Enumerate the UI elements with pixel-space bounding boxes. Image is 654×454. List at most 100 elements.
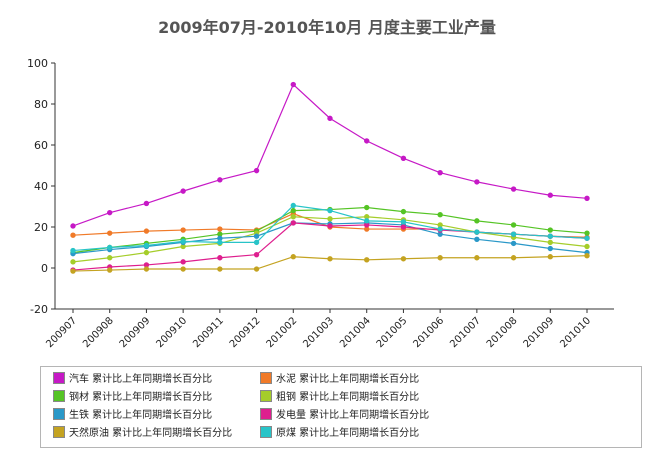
legend-item: 粗钢 累计比上年同期增长百分比 xyxy=(260,390,419,406)
data-point xyxy=(253,251,260,258)
data-point xyxy=(474,218,480,224)
data-point xyxy=(474,229,480,235)
data-point xyxy=(217,226,223,232)
data-point xyxy=(143,200,150,207)
data-point xyxy=(327,115,333,122)
x-tick-label: 201008 xyxy=(485,315,520,350)
legend-swatch xyxy=(260,408,272,420)
x-tick-label: 201003 xyxy=(301,315,336,350)
data-point xyxy=(510,240,517,247)
legend-label: 水泥 累计比上年同期增长百分比 xyxy=(276,374,420,385)
data-point xyxy=(474,236,480,243)
data-point xyxy=(510,255,517,261)
data-point xyxy=(143,228,150,234)
x-tick-label: 201004 xyxy=(338,315,373,350)
data-point xyxy=(547,227,553,233)
y-tick-label: 20 xyxy=(34,221,48,234)
data-point xyxy=(584,230,590,236)
data-point xyxy=(364,204,370,211)
legend-item: 发电量 累计比上年同期增长百分比 xyxy=(260,408,429,424)
data-point xyxy=(143,266,150,272)
x-tick-label: 201009 xyxy=(522,315,557,350)
legend-label: 生铁 累计比上年同期增长百分比 xyxy=(69,410,213,421)
data-point xyxy=(107,230,113,236)
legend: 汽车 累计比上年同期增长百分比 水泥 累计比上年同期增长百分比钢材 累计比上年同期… xyxy=(40,366,642,448)
legend-item: 汽车 累计比上年同期增长百分比 xyxy=(53,372,212,388)
x-tick-label: 200911 xyxy=(191,315,226,350)
legend-item: 原煤 累计比上年同期增长百分比 xyxy=(260,426,419,442)
data-point xyxy=(70,247,76,254)
data-point xyxy=(400,256,407,262)
series-line xyxy=(72,83,588,227)
data-point xyxy=(510,231,517,237)
data-point xyxy=(70,259,76,265)
data-point xyxy=(474,179,480,185)
data-point xyxy=(547,233,553,239)
data-point xyxy=(290,202,296,209)
data-point xyxy=(437,255,443,261)
data-point xyxy=(107,267,113,273)
data-point xyxy=(327,256,333,262)
legend-swatch xyxy=(53,408,65,420)
legend-label: 钢材 累计比上年同期增长百分比 xyxy=(69,392,213,403)
x-tick-label: 200908 xyxy=(81,315,116,350)
legend-swatch xyxy=(53,426,65,438)
data-point xyxy=(584,253,590,259)
x-tick-label: 201002 xyxy=(265,315,300,350)
data-point xyxy=(217,239,223,246)
data-point xyxy=(584,235,590,241)
data-point xyxy=(327,207,333,214)
legend-swatch xyxy=(53,390,65,402)
x-tick-label: 201005 xyxy=(375,315,410,350)
legend-label: 汽车 累计比上年同期增长百分比 xyxy=(69,374,213,385)
data-point xyxy=(290,207,296,214)
legend-label: 发电量 累计比上年同期增长百分比 xyxy=(276,410,430,421)
legend-swatch xyxy=(260,426,272,438)
data-point xyxy=(253,266,260,272)
data-point xyxy=(290,214,296,220)
data-point xyxy=(253,167,260,174)
data-point xyxy=(364,257,370,263)
x-tick-label: 200912 xyxy=(228,315,263,350)
data-point xyxy=(547,245,553,252)
legend-item: 钢材 累计比上年同期增长百分比 xyxy=(53,390,212,406)
data-point xyxy=(290,220,296,226)
data-point xyxy=(70,223,76,229)
data-point xyxy=(437,226,443,232)
legend-label: 粗钢 累计比上年同期增长百分比 xyxy=(276,392,420,403)
data-point xyxy=(547,239,553,246)
data-point xyxy=(400,155,407,162)
data-point xyxy=(217,266,223,272)
x-tick-label: 200909 xyxy=(118,315,153,350)
y-tick-label: 0 xyxy=(41,262,48,275)
y-tick-label: 100 xyxy=(27,57,48,70)
data-point xyxy=(180,266,186,272)
data-point xyxy=(437,212,443,218)
chart-title: 2009年07月-2010年10月 月度主要工业产量 xyxy=(158,18,496,37)
legend-item: 生铁 累计比上年同期增长百分比 xyxy=(53,408,212,424)
data-point xyxy=(70,232,76,238)
x-tick-label: 200907 xyxy=(44,315,79,350)
data-point xyxy=(364,138,370,144)
x-tick-label: 201007 xyxy=(448,315,483,350)
data-point xyxy=(327,223,333,229)
y-tick-label: 80 xyxy=(34,98,48,111)
data-point xyxy=(400,224,407,230)
data-point xyxy=(474,255,480,261)
y-tick-label: 60 xyxy=(34,139,48,152)
data-point xyxy=(584,195,590,202)
data-point xyxy=(510,186,517,192)
data-point xyxy=(290,254,296,260)
data-point xyxy=(143,249,150,256)
data-point xyxy=(400,219,407,225)
data-point xyxy=(217,255,223,261)
data-point xyxy=(107,244,113,251)
data-point xyxy=(253,233,260,239)
data-point xyxy=(180,188,186,194)
data-point xyxy=(180,227,186,233)
legend-swatch xyxy=(53,372,65,384)
legend-label: 原煤 累计比上年同期增长百分比 xyxy=(276,428,420,439)
y-tick-label: 40 xyxy=(34,180,48,193)
